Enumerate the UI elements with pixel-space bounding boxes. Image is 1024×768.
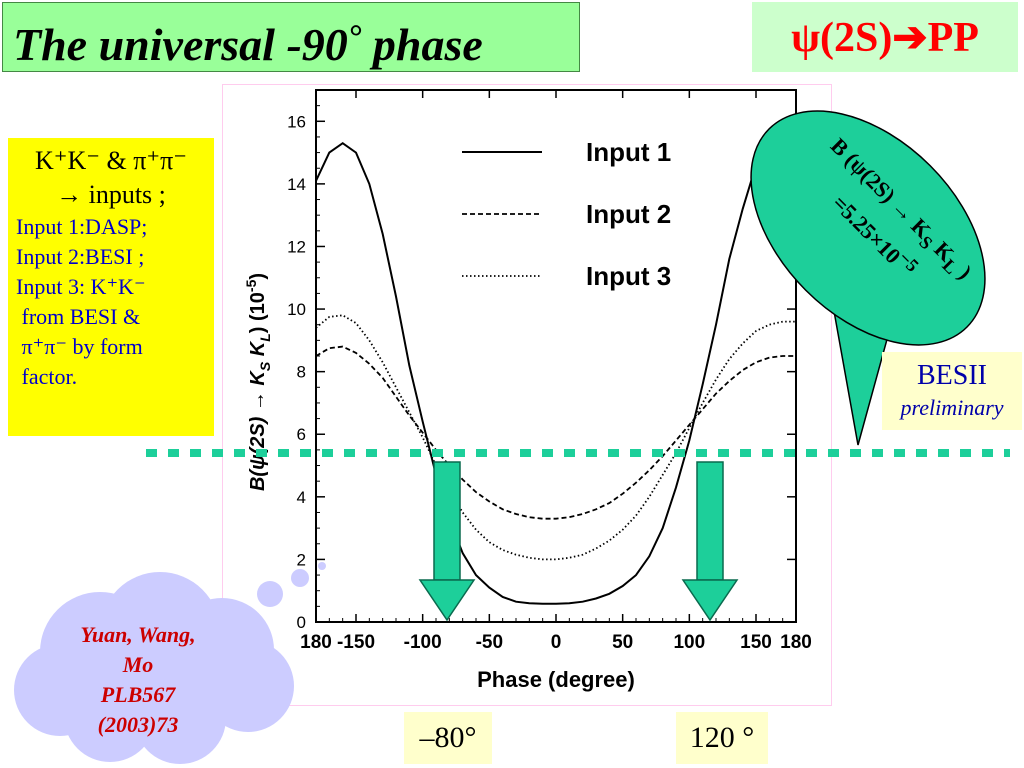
series-line-2 <box>316 345 796 520</box>
chart-legend: Input 1 Input 2 Input 3 <box>462 137 671 291</box>
y-tick-label: 12 <box>287 237 306 256</box>
x-tick-label: -50 <box>476 632 503 653</box>
x-tick-label: 150 <box>740 632 772 653</box>
input-line: Input 3: K⁺K⁻ <box>16 274 146 299</box>
x-tick-label: 180 <box>300 632 332 653</box>
x-tick-label: -100 <box>404 632 442 653</box>
y-tick-label: 8 <box>297 363 306 382</box>
arrow-down-icon <box>418 461 476 622</box>
citation-line: (2003)73 <box>97 712 179 737</box>
inputs-heading: K⁺K⁻ & π⁺π⁻ <box>35 146 187 175</box>
input-line: from BESI & <box>16 304 141 329</box>
besii-label: BESII preliminary <box>882 352 1022 430</box>
x-tick-label: 180 <box>780 632 812 653</box>
series-line-1 <box>316 132 796 605</box>
phase-chart: 180 -150 -100 -50 0 50 100 150 1800246810121416 … <box>243 89 812 692</box>
besii-status: preliminary <box>900 395 1004 420</box>
y-tick-label: 4 <box>297 488 306 507</box>
y-tick-label: 14 <box>287 175 306 194</box>
y-tick-label: 10 <box>287 300 306 319</box>
arrow-icon: ➔ <box>892 15 928 61</box>
y-tick-label: 6 <box>297 425 306 444</box>
y-tick-label: 0 <box>297 613 306 632</box>
series-group <box>316 132 796 605</box>
legend-label: Input 3 <box>586 261 671 291</box>
inputs-box: K⁺K⁻ & π⁺π⁻ → inputs ; Input 1:DASP; Inp… <box>8 138 214 436</box>
slide-title: The universal -90° phase <box>2 2 580 72</box>
title-degree: ° <box>347 19 362 56</box>
legend-label: Input 2 <box>586 199 671 229</box>
besii-name: BESII <box>917 360 987 391</box>
reaction-suffix: PP <box>927 15 979 61</box>
marker-left: –80° <box>404 712 492 764</box>
marker-right: 120 ° <box>676 712 768 764</box>
title-text: The universal -90 <box>13 19 348 70</box>
arrow-down-icon <box>681 461 739 622</box>
reaction-prefix: ψ(2S) <box>791 15 893 61</box>
inputs-heading-2: → inputs ; <box>56 180 166 209</box>
speech-bubble <box>750 110 986 346</box>
reaction-label: ψ(2S)➔PP <box>752 2 1018 72</box>
citation-line: Mo <box>122 652 154 677</box>
x-tick-label: 100 <box>673 632 705 653</box>
y-axis-label: B(ψ(2S) → KS KL) (10-5) <box>243 273 273 491</box>
y-tick-label: 2 <box>297 550 306 569</box>
input-line: Input 2:BESI ; <box>16 244 145 269</box>
citation-text: Yuan, Wang, Mo PLB567 (2003)73 <box>52 620 224 740</box>
x-axis-label: Phase (degree) <box>477 667 635 692</box>
x-tick-label: 0 <box>551 632 562 653</box>
x-tick-label: -150 <box>337 632 375 653</box>
title-suffix: phase <box>361 19 483 70</box>
input-line: Input 1:DASP; <box>16 214 148 239</box>
input-line: factor. <box>16 364 78 389</box>
citation-line: Yuan, Wang, <box>80 622 196 647</box>
y-tick-label: 16 <box>287 112 306 131</box>
thought-cloud <box>14 562 326 764</box>
input-line: π⁺π⁻ by form <box>16 334 143 359</box>
x-tick-label: 50 <box>612 632 633 653</box>
legend-label: Input 1 <box>586 137 671 167</box>
citation-line: PLB567 <box>100 682 176 707</box>
plot-area <box>315 89 797 623</box>
